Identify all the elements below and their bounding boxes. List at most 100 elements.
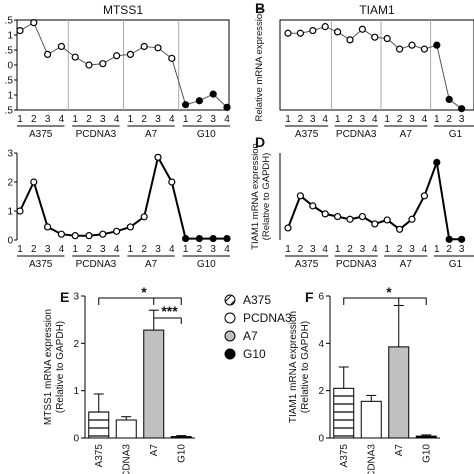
group-label: A375 [295, 129, 319, 140]
data-point [420, 45, 428, 53]
data-point [458, 235, 466, 243]
lane-label: 2 [86, 114, 92, 125]
x-tick-label: A7 [149, 444, 160, 457]
lane-label: 3 [409, 244, 415, 255]
data-point [433, 41, 441, 49]
data-point [408, 215, 416, 223]
panel-letter-b: B [255, 0, 265, 16]
legend-marker-pcdna3 [224, 312, 236, 324]
lane-label: 2 [141, 114, 147, 125]
y-axis-label: TIAM1 mRNA expression [288, 311, 299, 423]
data-point [168, 178, 176, 186]
lane-label: 4 [322, 114, 328, 125]
lane-label: 2 [141, 244, 147, 255]
lane-label: 1 [17, 114, 23, 125]
lane-label: 2 [397, 244, 403, 255]
bar-pcdna3 [115, 419, 137, 439]
data-point [43, 223, 52, 231]
data-point [458, 105, 466, 113]
y-tick-label: 3 [73, 292, 79, 303]
lane-label: 3 [155, 114, 161, 125]
data-point [346, 36, 354, 44]
lane-label: 1 [183, 114, 189, 125]
lane-label: 1 [384, 114, 390, 125]
sig-bracket [343, 297, 427, 305]
group-label: A7 [400, 259, 413, 270]
lane-label: 3 [459, 114, 465, 125]
lane-label: 2 [446, 244, 452, 255]
series-line [19, 154, 227, 240]
lane-label: 1 [128, 244, 134, 255]
chart-f: 0 2 4 6 TIAM1 mRNA expression (Relative to GA… [288, 284, 440, 474]
lane-label: 2 [298, 114, 304, 125]
data-point [154, 44, 162, 52]
lane-label: 3 [45, 114, 51, 125]
y-axis-label: TIAM1 mRNA expression [250, 143, 261, 250]
lane-label: 2 [197, 114, 203, 125]
data-point [396, 225, 404, 233]
y-axis-label-2: (Relative to GAPDH) [55, 321, 66, 413]
lane-label: 2 [397, 114, 403, 125]
lane-label: 2 [86, 244, 92, 255]
y-tick-label: 6 [318, 292, 324, 303]
series-line [287, 158, 462, 241]
data-point [85, 232, 93, 240]
data-point [30, 19, 38, 27]
lane-label: 1 [17, 244, 23, 255]
y-tick-label: 2 [318, 386, 324, 397]
lane-label: 1 [335, 114, 341, 125]
data-point [346, 215, 354, 223]
y-tick-label: .5 [5, 106, 14, 117]
legend: A375 PCDNA3 A7 G10 [224, 293, 292, 361]
data-point [16, 26, 24, 35]
lane-label: 4 [422, 244, 428, 255]
lane-label: 4 [59, 244, 65, 255]
lane-label: 4 [169, 114, 175, 125]
lane-label: 1 [72, 244, 78, 255]
data-point [16, 207, 24, 215]
data-point [334, 28, 342, 36]
y-tick-label: 4 [318, 339, 324, 350]
lane-label: 3 [360, 114, 366, 125]
data-point [223, 234, 231, 243]
bar-a7 [143, 329, 165, 439]
data-point [195, 234, 203, 243]
data-point [309, 202, 317, 210]
sig-bracket [98, 297, 182, 305]
lane-label: 3 [155, 244, 161, 255]
y-tick-label: 1 [7, 207, 13, 218]
x-tick-label: PCDNA3 [366, 444, 377, 474]
data-point [209, 234, 217, 243]
lane-label: 2 [31, 244, 37, 255]
lane-label: 2 [347, 114, 353, 125]
legend-label-pcdna3: PCDNA3 [243, 311, 292, 325]
bar-g10 [170, 436, 192, 439]
panel-letter-f: F [305, 289, 314, 305]
lane-label: 3 [310, 244, 316, 255]
lane-label: 3 [360, 244, 366, 255]
sig-marker: * [141, 284, 147, 300]
data-point [445, 235, 453, 243]
data-point [112, 227, 121, 235]
data-point [334, 212, 342, 221]
data-point [284, 29, 292, 37]
x-tick-label: PCDNA3 [121, 444, 132, 474]
bar-a7 [388, 346, 410, 439]
lane-label: 1 [335, 244, 341, 255]
lane-label: 3 [45, 244, 51, 255]
lane-label: 4 [224, 244, 230, 255]
plot-frame [279, 19, 474, 111]
y-tick-label: 3 [7, 149, 13, 160]
data-point [99, 230, 107, 238]
y-tick-label: 1 [73, 386, 79, 397]
lane-label: 1 [434, 244, 440, 255]
lane-label: 4 [372, 244, 378, 255]
panel-letter-e: E [60, 289, 69, 305]
lane-label: 1 [285, 244, 291, 255]
data-point [112, 52, 121, 60]
y-tick-label: 1 [7, 91, 13, 102]
data-point [209, 90, 217, 98]
lane-label: 4 [114, 244, 120, 255]
bar-g10 [415, 435, 437, 439]
lane-label: 1 [72, 114, 78, 125]
